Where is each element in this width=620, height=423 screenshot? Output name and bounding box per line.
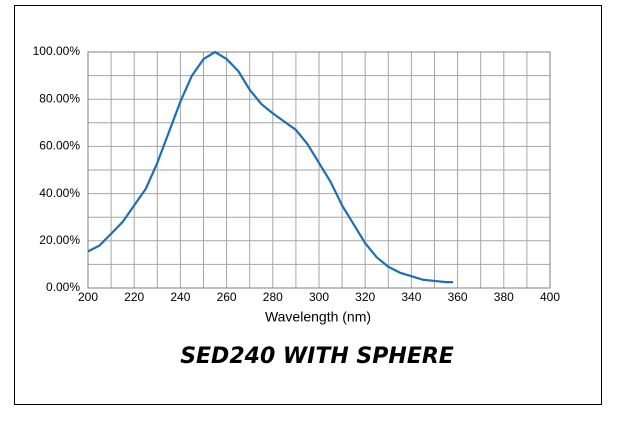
y-tick-label: 80.00% — [39, 91, 80, 105]
y-tick-label: 40.00% — [39, 186, 80, 200]
plot — [87, 50, 453, 284]
plot-border — [87, 51, 551, 289]
x-tick-label: 240 — [170, 290, 190, 304]
x-tick-label: 260 — [217, 290, 237, 304]
x-tick-label: 380 — [494, 290, 514, 304]
x-tick-label: 340 — [401, 290, 421, 304]
chart-title: SED240 WITH SPHERE — [180, 344, 454, 369]
y-tick-label: 100.00% — [33, 44, 81, 58]
x-tick-label: 300 — [309, 290, 329, 304]
x-axis-title: Wavelength (nm) — [265, 309, 371, 325]
grid — [87, 51, 551, 289]
x-tick-label: 360 — [448, 290, 468, 304]
y-tick-label: 20.00% — [39, 233, 80, 247]
x-tick-label: 280 — [263, 290, 283, 304]
x-tick-label: 320 — [355, 290, 375, 304]
x-tick-label: 200 — [78, 290, 98, 304]
series-line — [87, 50, 453, 284]
y-tick-label: 60.00% — [39, 139, 80, 153]
x-tick-label: 400 — [540, 290, 560, 304]
y-tick-label: 0.00% — [46, 280, 80, 294]
ticks: 200 220 240 260 280 300 320 340 360 380 400 0.00% 20… — [33, 44, 561, 304]
x-tick-label: 220 — [124, 290, 144, 304]
